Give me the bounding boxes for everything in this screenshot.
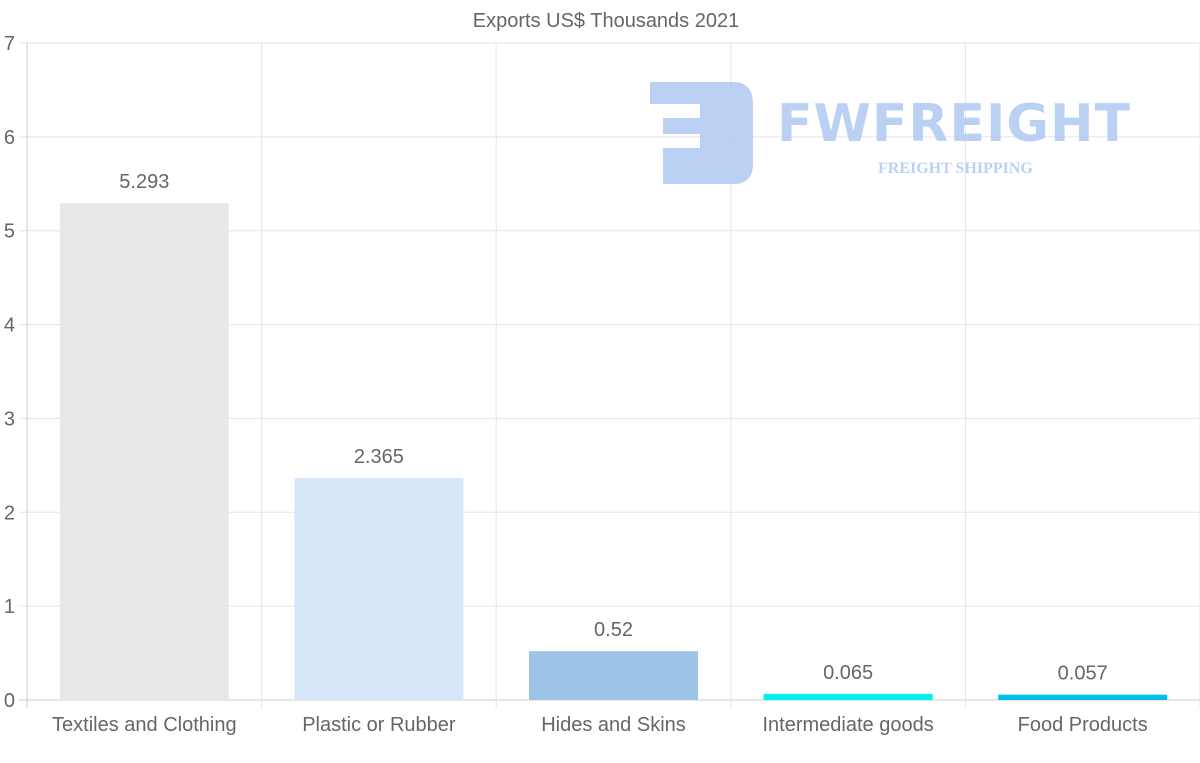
x-tick-label: Plastic or Rubber [302,714,456,736]
y-tick-label: 7 [4,33,15,55]
y-tick-label: 0 [4,690,15,712]
bar-0 [59,203,229,700]
x-tick-label: Textiles and Clothing [52,714,237,736]
data-label: 2.365 [354,446,404,468]
data-label: 0.065 [823,662,873,684]
data-label: 0.057 [1058,663,1108,685]
data-label: 0.52 [594,619,633,641]
x-tick-label: Intermediate goods [762,714,933,736]
bar-4 [998,694,1168,700]
y-tick-label: 6 [4,127,15,149]
y-tick-label: 2 [4,502,15,524]
bar-3 [763,693,933,700]
data-label: 5.293 [119,171,169,193]
bar-2 [529,651,698,700]
x-tick-label: Hides and Skins [541,714,686,736]
bar-1 [294,478,464,700]
x-tick-label: Food Products [1018,714,1148,736]
y-tick-label: 3 [4,408,15,430]
y-tick-label: 1 [4,596,15,618]
chart-title: Exports US$ Thousands 2021 [473,10,739,32]
y-tick-label: 5 [4,221,15,243]
y-tick-label: 4 [4,315,15,337]
